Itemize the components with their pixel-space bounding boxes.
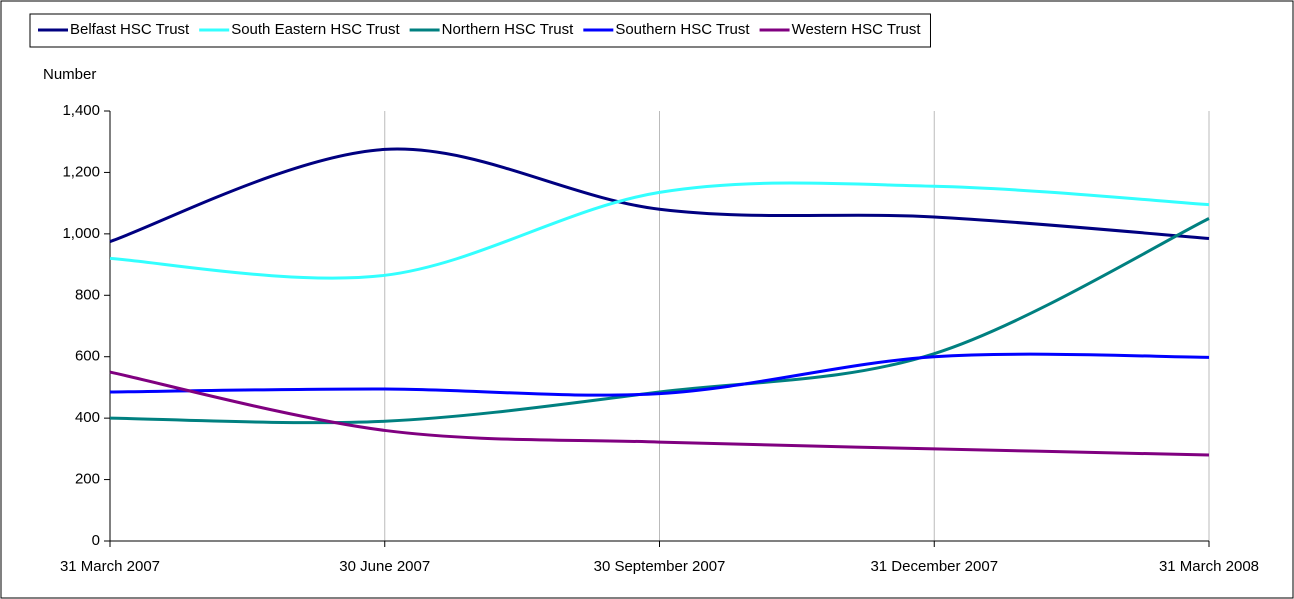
y-axis-label: Number xyxy=(43,66,96,83)
x-tick-label: 30 September 2007 xyxy=(594,558,726,575)
legend-label: South Eastern HSC Trust xyxy=(231,21,400,38)
y-tick-label: 1,200 xyxy=(62,163,100,180)
y-tick-label: 600 xyxy=(75,348,100,365)
y-tick-label: 200 xyxy=(75,471,100,488)
y-tick-label: 1,400 xyxy=(62,102,100,119)
legend-label: Northern HSC Trust xyxy=(442,21,575,38)
y-tick-label: 800 xyxy=(75,286,100,303)
series-line xyxy=(109,370,1210,457)
legend-label: Western HSC Trust xyxy=(792,21,922,38)
series-line xyxy=(109,352,1210,397)
x-tick-label: 30 June 2007 xyxy=(339,558,430,575)
legend-label: Southern HSC Trust xyxy=(615,21,750,38)
series-line xyxy=(109,217,1210,425)
x-tick-label: 31 March 2008 xyxy=(1159,558,1259,575)
x-tick-label: 31 December 2007 xyxy=(870,558,998,575)
x-tick-label: 31 March 2007 xyxy=(60,558,160,575)
series-line xyxy=(109,181,1210,280)
legend-label: Belfast HSC Trust xyxy=(70,21,190,38)
y-tick-label: 0 xyxy=(92,532,100,549)
y-tick-label: 400 xyxy=(75,409,100,426)
y-tick-label: 1,000 xyxy=(62,225,100,242)
series-line xyxy=(109,147,1210,243)
